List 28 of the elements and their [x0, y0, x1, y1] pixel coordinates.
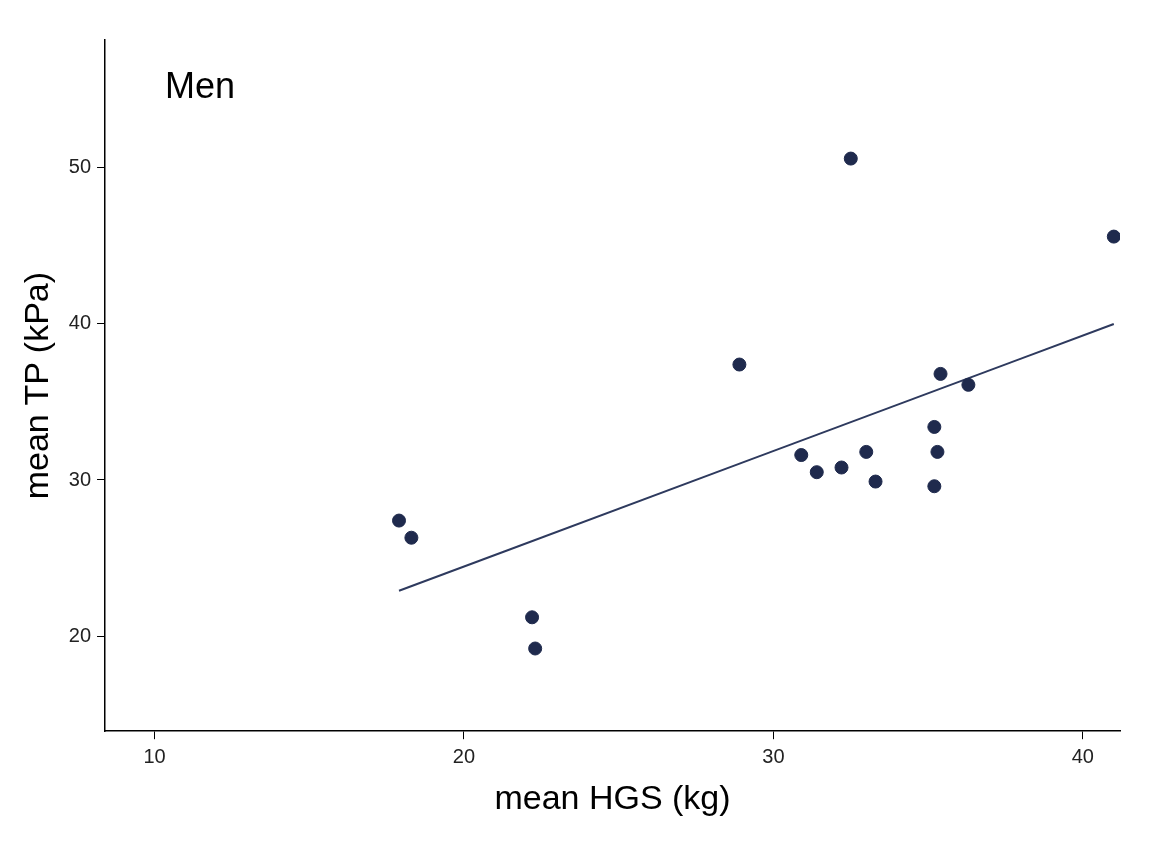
x-tick-label: 30 — [762, 744, 785, 767]
y-tick-label: 30 — [68, 467, 92, 490]
point — [732, 357, 747, 372]
point — [525, 610, 540, 625]
point — [392, 513, 407, 528]
x-tick-label: 40 — [1071, 744, 1094, 767]
x-axis-title: mean HGS (kg) — [494, 777, 731, 816]
y-tick-label: 50 — [68, 155, 92, 178]
point — [868, 474, 883, 489]
point — [927, 419, 942, 434]
point — [404, 530, 419, 545]
annotation: Men — [165, 64, 236, 106]
point — [528, 641, 543, 656]
point — [794, 448, 809, 463]
point — [859, 444, 874, 459]
x-tick-label: 10 — [143, 744, 166, 767]
x-tick-label: 20 — [452, 744, 476, 767]
point — [1106, 229, 1120, 244]
point — [961, 377, 976, 392]
point — [933, 366, 948, 381]
point — [927, 479, 942, 494]
point — [834, 460, 849, 475]
point — [930, 444, 945, 459]
y-tick-label: 20 — [68, 623, 92, 646]
point — [843, 151, 858, 166]
point — [809, 465, 824, 480]
y-tick-label: 40 — [68, 311, 92, 334]
y-axis-title: mean TP (kPa) — [16, 271, 55, 500]
